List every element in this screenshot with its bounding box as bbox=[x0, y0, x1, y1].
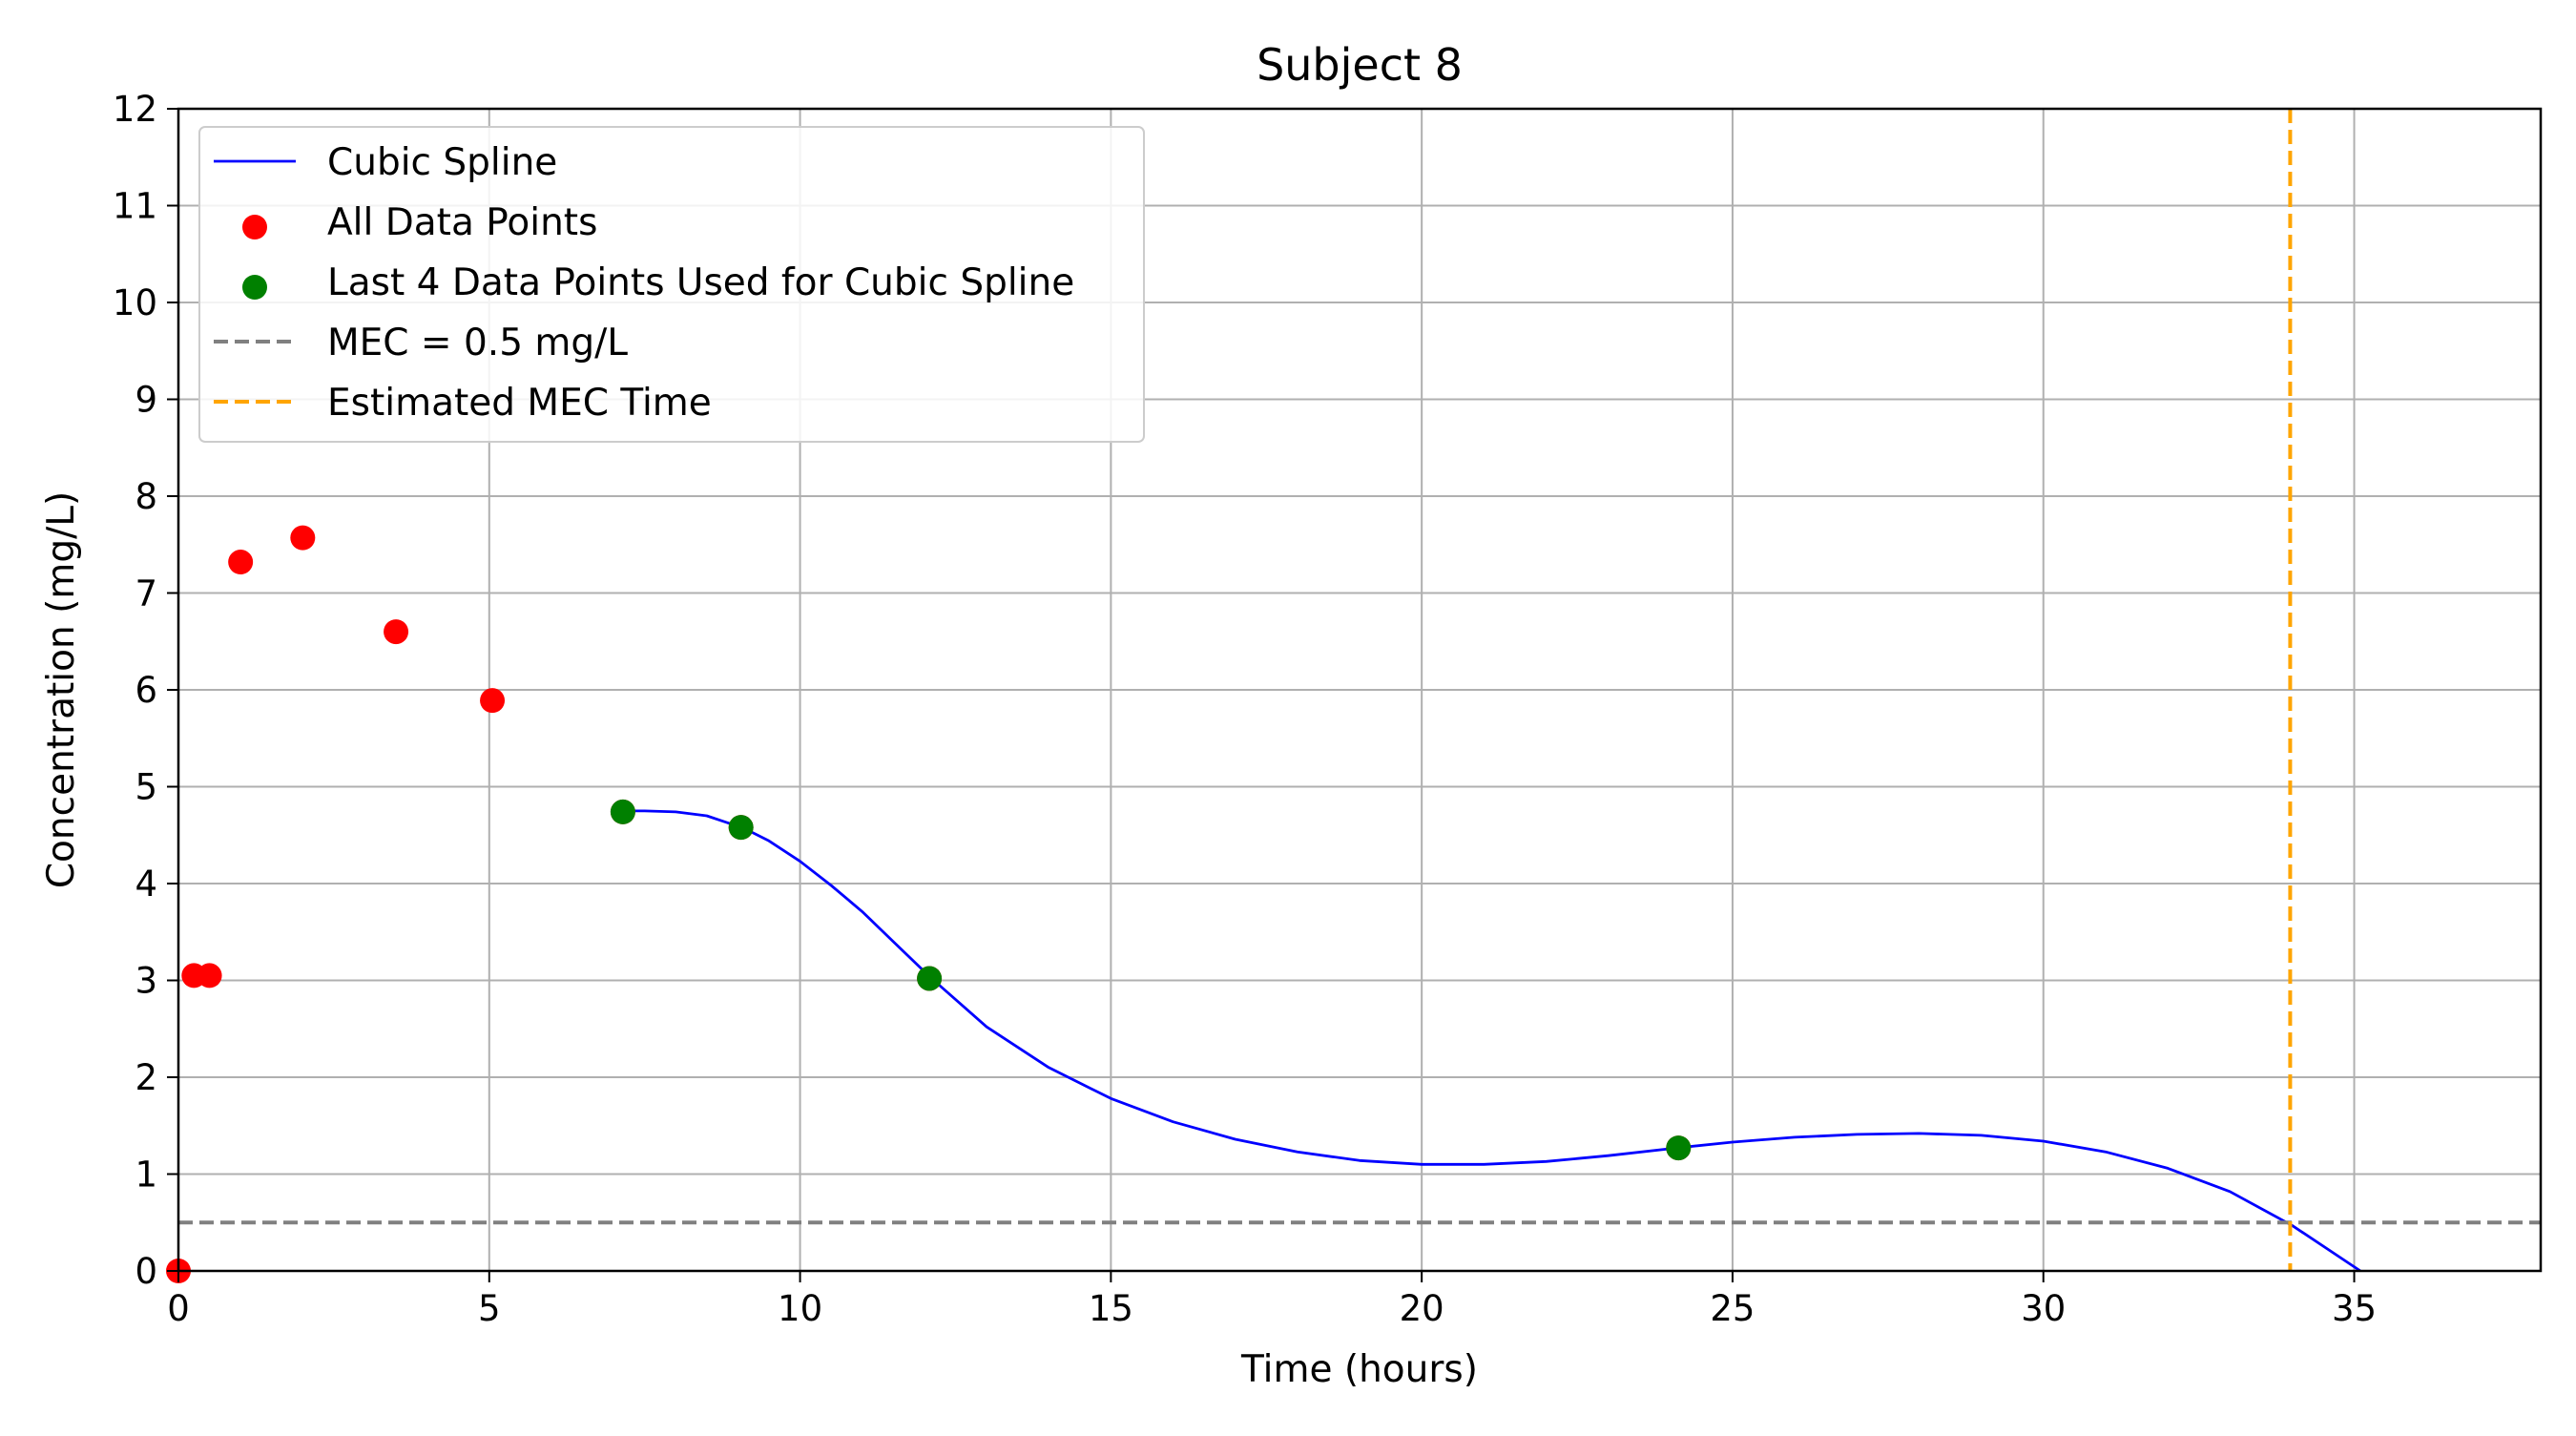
x-tick-label: 5 bbox=[478, 1288, 501, 1329]
x-tick-label: 10 bbox=[778, 1288, 822, 1329]
all-data-point bbox=[384, 619, 409, 645]
y-tick-label: 3 bbox=[135, 961, 157, 1002]
y-tick-label: 2 bbox=[135, 1057, 157, 1098]
chart-title: Subject 8 bbox=[1257, 39, 1463, 91]
legend-entry-last-4-points: Last 4 Data Points Used for Cubic Spline bbox=[327, 261, 1074, 304]
spline-data-point bbox=[917, 966, 943, 991]
y-axis-title: Concentration (mg/L) bbox=[40, 491, 83, 888]
cubic-spline-line bbox=[626, 809, 2361, 1273]
y-tick-label: 7 bbox=[135, 573, 157, 614]
x-tick-label: 25 bbox=[1710, 1288, 1755, 1329]
y-tick-label: 1 bbox=[135, 1155, 157, 1196]
y-tick-label: 12 bbox=[113, 89, 157, 130]
x-tick-label: 30 bbox=[2021, 1288, 2066, 1329]
y-tick-label: 11 bbox=[113, 186, 157, 227]
legend-entry-mec-time: Estimated MEC Time bbox=[327, 382, 712, 425]
spline-data-point bbox=[1666, 1135, 1692, 1161]
x-tick-label: 35 bbox=[2332, 1288, 2377, 1329]
x-axis-title: Time (hours) bbox=[1240, 1348, 1478, 1391]
plot-data bbox=[166, 109, 2541, 1283]
all-data-point bbox=[228, 550, 254, 575]
spline-data-point bbox=[728, 815, 754, 841]
all-data-point bbox=[290, 525, 316, 551]
spline-data-point bbox=[610, 799, 635, 824]
y-tick-label: 10 bbox=[113, 282, 157, 323]
legend-swatch-marker bbox=[242, 275, 267, 300]
legend-entry-cubic-spline: Cubic Spline bbox=[327, 141, 557, 184]
y-tick-label: 5 bbox=[135, 767, 157, 808]
y-tick-label: 6 bbox=[135, 670, 157, 711]
y-tick-label: 8 bbox=[135, 476, 157, 517]
legend-swatch-marker bbox=[242, 215, 267, 239]
legend-entry-all-data-points: All Data Points bbox=[327, 201, 597, 244]
y-tick-label: 4 bbox=[135, 864, 157, 905]
x-tick-label: 0 bbox=[167, 1288, 190, 1329]
legend-box bbox=[198, 126, 1145, 443]
legend-entry-mec: MEC = 0.5 mg/L bbox=[327, 322, 628, 364]
x-tick-label: 20 bbox=[1400, 1288, 1444, 1329]
y-tick-label: 9 bbox=[135, 380, 157, 421]
legend: Cubic Spline All Data Points Last 4 Data P… bbox=[198, 126, 1145, 443]
x-tick-label: 15 bbox=[1089, 1288, 1133, 1329]
all-data-point bbox=[480, 688, 506, 714]
y-tick-label: 0 bbox=[135, 1251, 157, 1292]
all-data-point bbox=[197, 963, 222, 989]
